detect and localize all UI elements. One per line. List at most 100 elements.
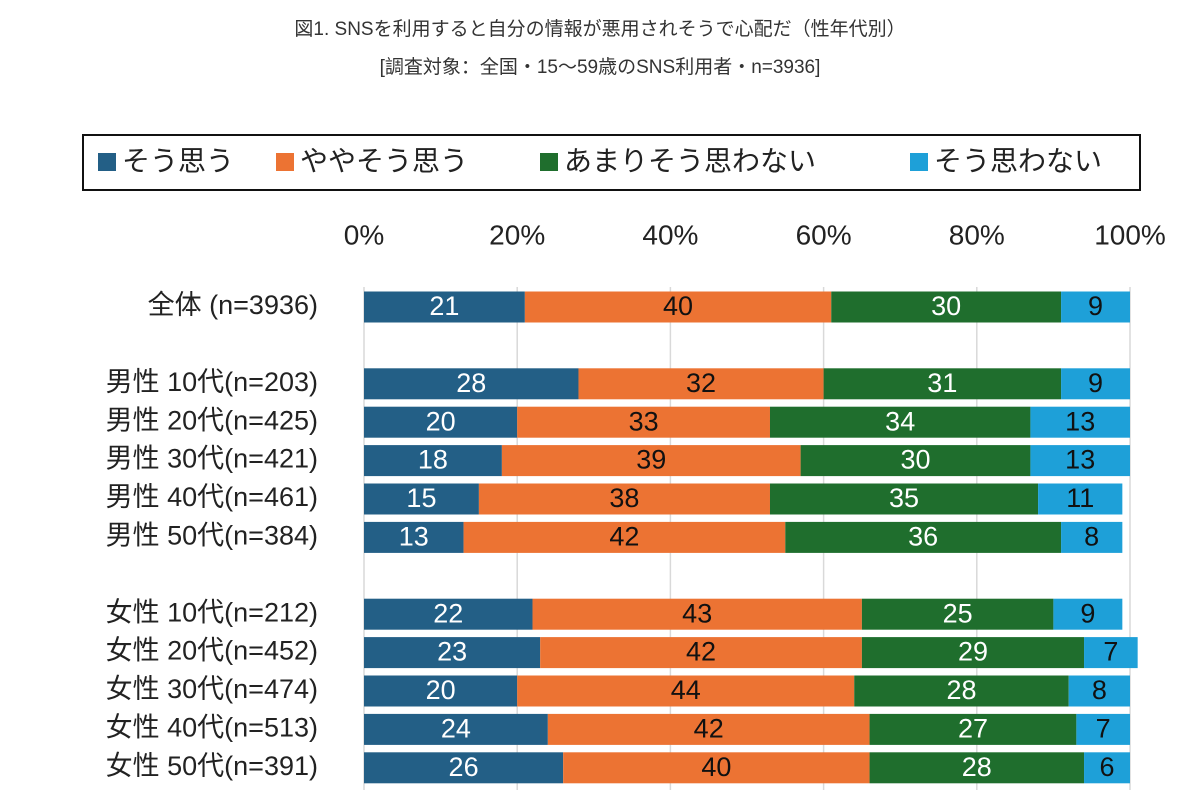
data-label: 13 — [399, 522, 429, 552]
bar-segment — [831, 291, 1062, 323]
bar-segment — [524, 291, 832, 323]
bar-segment — [854, 675, 1069, 707]
data-label: 13 — [1065, 445, 1095, 475]
chart-subtitle: [調査対象：全国・15〜59歳のSNS利用者・n=3936] — [380, 56, 821, 78]
bar-segment — [517, 406, 770, 438]
data-label: 24 — [441, 714, 471, 744]
bar-segment — [823, 368, 1062, 400]
bar-segment — [1038, 483, 1123, 515]
bar-segment — [861, 637, 1085, 669]
y-tick-label: 女性 40代(n=513) — [106, 713, 318, 743]
x-tick-label: 80% — [949, 219, 1005, 250]
bar-segment — [1076, 713, 1130, 745]
bar-segment — [364, 752, 564, 784]
x-tick-label: 100% — [1094, 219, 1166, 250]
bar-segment — [517, 675, 855, 707]
data-label: 39 — [636, 445, 666, 475]
legend-swatch — [276, 153, 294, 171]
bar-segment — [1061, 291, 1130, 323]
y-tick-label: 男性 40代(n=461) — [106, 482, 318, 512]
data-label: 27 — [958, 714, 988, 744]
data-label: 8 — [1084, 522, 1099, 552]
data-label: 36 — [908, 522, 938, 552]
data-label: 28 — [962, 752, 992, 782]
data-label: 22 — [433, 598, 463, 628]
bar-segment — [364, 675, 518, 707]
data-label: 30 — [931, 291, 961, 321]
x-tick-label: 40% — [642, 219, 698, 250]
x-tick-label: 60% — [796, 219, 852, 250]
data-label: 42 — [686, 637, 716, 667]
bar-segment — [478, 483, 770, 515]
data-label: 31 — [927, 368, 957, 398]
y-tick-label: 男性 30代(n=421) — [106, 444, 318, 474]
bar-segment — [869, 713, 1077, 745]
data-label: 40 — [663, 291, 693, 321]
data-label: 44 — [671, 675, 701, 705]
bar-segment — [364, 637, 541, 669]
data-label: 20 — [426, 675, 456, 705]
bar-segment — [1030, 406, 1130, 438]
data-label: 7 — [1096, 714, 1111, 744]
bar-segment — [547, 713, 870, 745]
data-label: 42 — [694, 714, 724, 744]
y-tick-label: 女性 30代(n=474) — [106, 674, 318, 704]
y-tick-label: 女性 10代(n=212) — [106, 597, 318, 627]
data-label: 9 — [1088, 291, 1103, 321]
chart-title: 図1. SNSを利用すると自分の情報が悪用されそうで心配だ（性年代別） — [294, 18, 905, 40]
data-label: 20 — [426, 406, 456, 436]
data-label: 13 — [1065, 406, 1095, 436]
bar-segment — [532, 598, 862, 630]
bar-segment — [1084, 637, 1138, 669]
legend-label: あまりそう思わない — [564, 145, 816, 176]
bar-segment — [578, 368, 824, 400]
bar-segment — [364, 713, 548, 745]
bar-segment — [364, 598, 533, 630]
bar-segment — [769, 406, 1031, 438]
bar-segment — [501, 445, 801, 477]
data-label: 9 — [1080, 598, 1095, 628]
data-label: 40 — [701, 752, 731, 782]
bar-segment — [769, 483, 1039, 515]
data-label: 8 — [1092, 675, 1107, 705]
legend-label: そう思う — [122, 145, 234, 176]
data-label: 21 — [429, 291, 459, 321]
bar-segment — [869, 752, 1085, 784]
bar-segment — [364, 406, 518, 438]
data-label: 32 — [686, 368, 716, 398]
legend-swatch — [910, 153, 928, 171]
legend-swatch — [98, 153, 116, 171]
data-label: 7 — [1103, 637, 1118, 667]
bar-segment — [1053, 598, 1123, 630]
y-tick-label: 女性 20代(n=452) — [106, 636, 318, 666]
y-tick-label: 全体 (n=3936) — [148, 290, 318, 320]
bar-segment — [1030, 445, 1130, 477]
data-label: 38 — [609, 483, 639, 513]
bar-segment — [785, 521, 1062, 553]
y-tick-label: 男性 50代(n=384) — [106, 521, 318, 551]
legend-swatch — [540, 153, 558, 171]
data-label: 34 — [885, 406, 915, 436]
bar-segment — [364, 445, 502, 477]
data-label: 43 — [682, 598, 712, 628]
data-label: 11 — [1066, 483, 1094, 513]
data-label: 35 — [889, 483, 919, 513]
data-label: 30 — [900, 445, 930, 475]
y-tick-label: 男性 10代(n=203) — [106, 367, 318, 397]
bar-segment — [1061, 521, 1123, 553]
data-label: 28 — [946, 675, 976, 705]
bar-segment — [800, 445, 1031, 477]
legend-label: ややそう思う — [300, 145, 468, 176]
data-label: 33 — [629, 406, 659, 436]
data-label: 6 — [1100, 752, 1115, 782]
bar-segment — [563, 752, 870, 784]
x-tick-label: 0% — [344, 219, 384, 250]
data-label: 15 — [406, 483, 436, 513]
data-label: 9 — [1088, 368, 1103, 398]
bar-segment — [1061, 368, 1130, 400]
bar-segment — [364, 368, 579, 400]
bar-segment — [540, 637, 862, 669]
y-tick-label: 男性 20代(n=425) — [106, 405, 318, 435]
bar-segment — [1084, 752, 1130, 784]
